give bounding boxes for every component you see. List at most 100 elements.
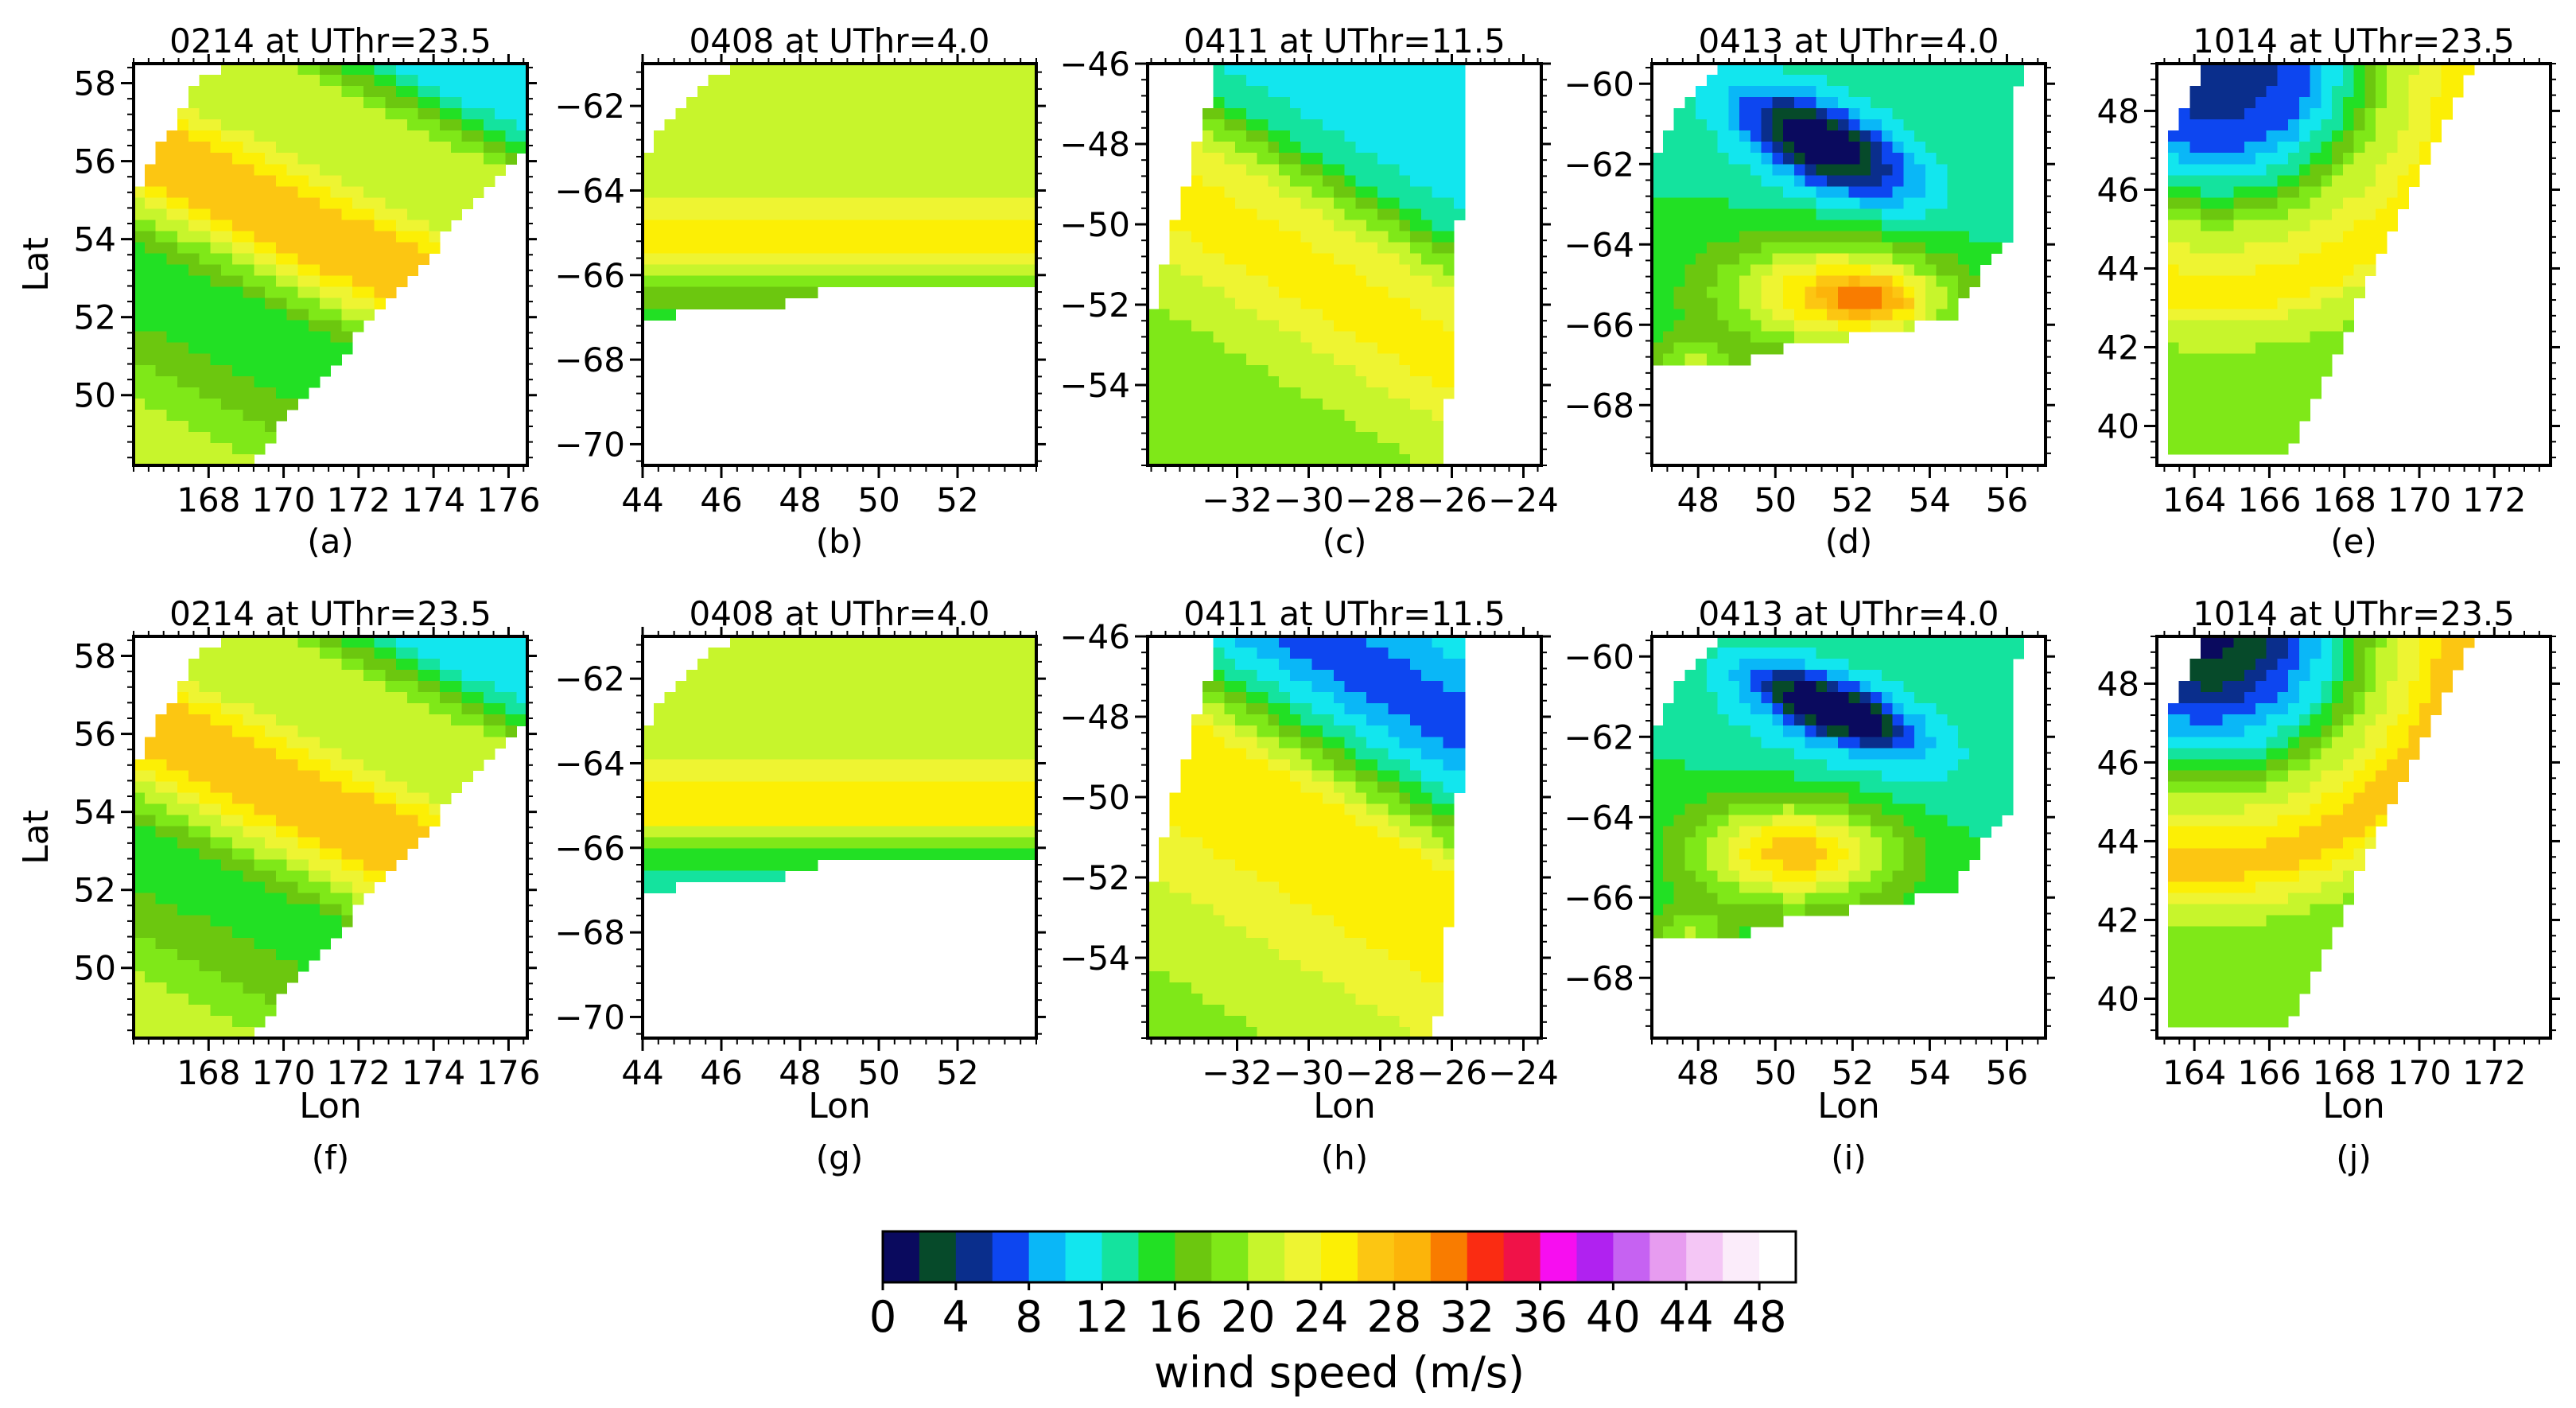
heatmap-cell	[1300, 231, 1312, 243]
heatmap-cell	[2178, 130, 2190, 142]
heatmap-cell	[1224, 64, 1236, 76]
heatmap-cell	[450, 86, 463, 98]
heatmap-cell	[1750, 75, 1762, 87]
heatmap-cell	[861, 153, 873, 165]
heatmap-cell	[254, 342, 266, 355]
heatmap-cell	[2178, 431, 2190, 444]
heatmap-cell	[297, 130, 309, 142]
x-tick-label: −32	[1202, 480, 1272, 519]
heatmap-cell	[406, 119, 419, 131]
heatmap-cell	[275, 253, 288, 266]
heatmap-cell	[484, 75, 495, 87]
heatmap-cell	[1881, 97, 1894, 109]
heatmap-cell	[1936, 220, 1948, 232]
heatmap-cell	[905, 164, 917, 176]
heatmap-cell	[1925, 264, 1937, 277]
heatmap-cell	[686, 164, 698, 176]
heatmap-cell	[1706, 253, 1719, 266]
heatmap-cell	[861, 220, 873, 232]
heatmap-cell	[1947, 64, 1959, 76]
heatmap-cell	[905, 242, 917, 255]
heatmap-cell	[1717, 298, 1729, 310]
heatmap-cell	[1289, 164, 1302, 176]
heatmap-cell	[1958, 75, 1970, 87]
heatmap-cell	[1410, 431, 1422, 444]
heatmap-cell	[2321, 264, 2333, 277]
heatmap-cell	[1333, 420, 1346, 433]
heatmap-cell	[752, 264, 763, 277]
heatmap-cell	[697, 164, 709, 176]
heatmap-cell	[396, 108, 408, 120]
heatmap-cell	[1443, 64, 1455, 76]
heatmap-cell	[883, 186, 895, 198]
heatmap-cell	[1805, 75, 1816, 87]
heatmap-cell	[1980, 64, 1991, 76]
heatmap-cell	[1871, 197, 1882, 209]
heatmap-cell	[1914, 142, 1926, 154]
heatmap-cell	[243, 659, 254, 671]
heatmap-cell	[708, 264, 720, 277]
heatmap-cell	[429, 119, 441, 131]
heatmap-cell	[221, 75, 233, 87]
heatmap-cell	[1311, 275, 1323, 288]
heatmap-cell	[2222, 387, 2234, 399]
heatmap-cell	[297, 175, 309, 187]
y-tick-label: 44	[2097, 249, 2139, 288]
heatmap-cell	[1333, 186, 1346, 198]
heatmap-cell	[177, 186, 189, 198]
heatmap-cell	[1333, 153, 1346, 165]
heatmap-cell	[1432, 353, 1443, 366]
heatmap-cell	[1420, 442, 1433, 455]
heatmap-cell	[2189, 309, 2201, 321]
heatmap-cell	[697, 286, 709, 299]
heatmap-cell	[309, 142, 321, 154]
heatmap-cell	[1235, 186, 1247, 198]
heatmap-cell	[1268, 353, 1280, 366]
heatmap-cell	[1772, 164, 1784, 176]
heatmap-cell	[1169, 242, 1181, 255]
heatmap-cell	[450, 648, 463, 659]
heatmap-cell	[188, 703, 200, 715]
heatmap-cell	[1388, 130, 1400, 142]
heatmap-cell	[1783, 64, 1795, 76]
heatmap-cell	[254, 242, 266, 255]
heatmap-cell	[1289, 153, 1302, 165]
heatmap-cell	[1454, 75, 1466, 87]
heatmap-cell	[927, 275, 938, 288]
heatmap-cell	[1958, 97, 1970, 109]
heatmap-cell	[297, 692, 309, 704]
heatmap-cell	[1454, 97, 1466, 109]
heatmap-cell	[231, 242, 244, 255]
heatmap-cell	[406, 130, 419, 142]
heatmap-cell	[949, 75, 961, 87]
heatmap-cell	[1410, 453, 1422, 466]
heatmap-cell	[1750, 108, 1762, 120]
heatmap-cell	[396, 64, 408, 76]
heatmap-cell	[2277, 420, 2289, 433]
heatmap-cell	[286, 309, 298, 321]
heatmap-cell	[1202, 420, 1214, 433]
heatmap-cell	[981, 242, 993, 255]
heatmap-cell	[385, 231, 397, 243]
x-tick-label: 46	[700, 480, 742, 519]
heatmap-cell	[210, 420, 222, 433]
heatmap-cell	[1728, 231, 1740, 243]
heatmap-cell	[1399, 75, 1411, 87]
heatmap-cell	[1014, 119, 1026, 131]
heatmap-cell	[450, 703, 463, 715]
heatmap-cell	[1399, 375, 1411, 388]
heatmap-cell	[2266, 298, 2278, 310]
heatmap-cell	[2288, 97, 2300, 109]
heatmap-cell	[1892, 231, 1904, 243]
heatmap-cell	[981, 197, 993, 209]
heatmap-cell	[319, 108, 332, 120]
heatmap-cell	[1410, 353, 1422, 366]
heatmap-cell	[144, 737, 157, 749]
heatmap-cell	[2255, 130, 2267, 142]
heatmap-cell	[1793, 298, 1806, 310]
heatmap-cell	[818, 119, 830, 131]
heatmap-cell	[1399, 320, 1411, 333]
heatmap-cell	[795, 286, 807, 299]
heatmap-cell	[2002, 119, 2014, 131]
heatmap-cell	[1925, 253, 1937, 266]
